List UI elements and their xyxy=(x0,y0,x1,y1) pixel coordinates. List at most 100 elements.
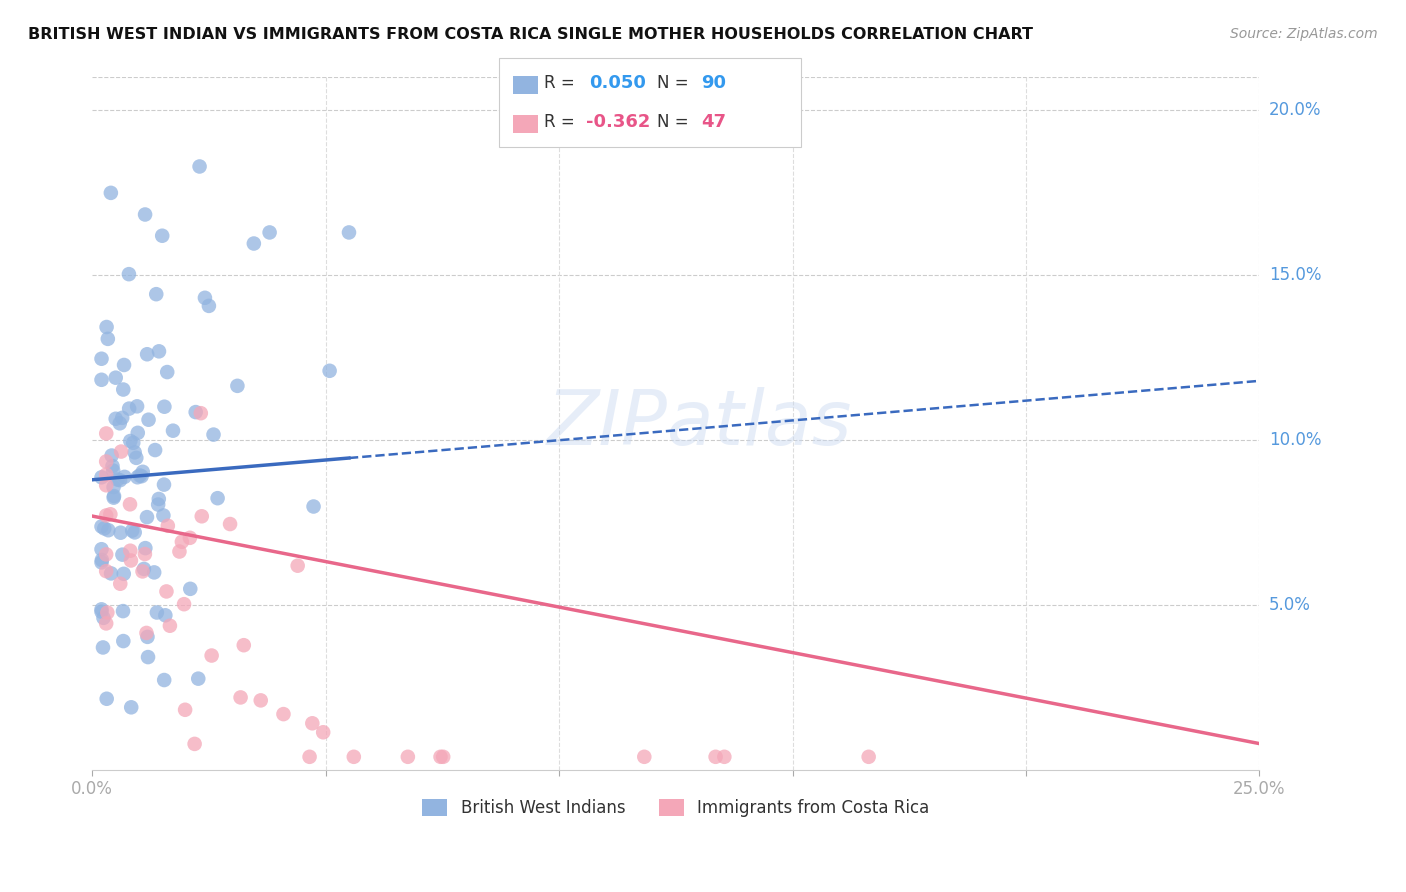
Text: 47: 47 xyxy=(702,113,727,131)
Point xyxy=(318,364,340,378)
Point xyxy=(110,576,132,591)
Point xyxy=(90,470,112,484)
Point xyxy=(103,480,125,494)
Point xyxy=(96,691,118,706)
Point xyxy=(134,547,156,561)
Point xyxy=(124,525,146,540)
Point xyxy=(104,370,127,384)
Point xyxy=(122,435,145,450)
Point xyxy=(136,510,159,524)
Point xyxy=(112,358,135,372)
Point xyxy=(169,544,191,558)
Point xyxy=(188,160,211,174)
Point xyxy=(131,565,153,579)
Point xyxy=(108,473,131,487)
Point xyxy=(93,521,115,535)
Point xyxy=(132,465,155,479)
Point xyxy=(96,467,118,482)
Point xyxy=(337,226,360,240)
Point xyxy=(202,427,225,442)
Text: 5.0%: 5.0% xyxy=(1268,596,1310,614)
Point xyxy=(125,450,148,465)
Point xyxy=(150,228,173,243)
Text: R =: R = xyxy=(544,113,581,131)
Point xyxy=(184,405,207,419)
Point xyxy=(273,707,295,722)
Point xyxy=(101,459,124,474)
Point xyxy=(153,400,176,414)
Point xyxy=(146,606,169,620)
Point xyxy=(93,611,115,625)
Point xyxy=(103,489,125,503)
Point xyxy=(155,584,177,599)
Point xyxy=(153,673,176,687)
Point xyxy=(343,749,366,764)
Point xyxy=(104,411,127,425)
Point xyxy=(111,410,134,425)
Point xyxy=(152,508,174,523)
Point xyxy=(90,351,112,366)
Point xyxy=(90,605,112,619)
Point xyxy=(90,555,112,569)
Point xyxy=(127,470,149,484)
Point xyxy=(704,749,727,764)
Text: N =: N = xyxy=(657,74,693,92)
Point xyxy=(120,543,142,558)
Text: R =: R = xyxy=(544,74,581,92)
Point xyxy=(96,616,118,631)
Text: 0.050: 0.050 xyxy=(589,74,645,92)
Point xyxy=(183,737,205,751)
Point xyxy=(100,566,122,581)
Point xyxy=(132,562,155,576)
Point xyxy=(432,749,454,764)
Point xyxy=(312,725,335,739)
Point xyxy=(111,548,134,562)
Point xyxy=(121,524,143,538)
Point xyxy=(134,207,156,221)
Point xyxy=(148,491,170,506)
Point xyxy=(120,553,142,567)
Point xyxy=(118,497,141,511)
Point xyxy=(118,401,141,416)
Point xyxy=(125,400,148,414)
Point xyxy=(159,619,181,633)
Text: 10.0%: 10.0% xyxy=(1268,431,1322,450)
Point xyxy=(207,491,229,505)
Point xyxy=(128,468,150,483)
Point xyxy=(90,373,112,387)
Point xyxy=(90,602,112,616)
Point xyxy=(179,582,201,596)
Point xyxy=(155,608,177,623)
Point xyxy=(249,693,271,707)
Text: Source: ZipAtlas.com: Source: ZipAtlas.com xyxy=(1230,27,1378,41)
Point xyxy=(243,236,266,251)
Point xyxy=(187,672,209,686)
Point xyxy=(90,519,112,533)
Point xyxy=(96,548,118,562)
Point xyxy=(105,473,128,487)
Point xyxy=(110,444,132,458)
Point xyxy=(229,690,252,705)
Point xyxy=(429,749,451,764)
Point xyxy=(124,445,146,459)
Point xyxy=(287,558,309,573)
Point xyxy=(108,417,131,431)
Point xyxy=(858,749,880,764)
Point xyxy=(136,630,159,644)
Point xyxy=(90,553,112,567)
Point xyxy=(198,299,221,313)
Point xyxy=(170,534,193,549)
Point xyxy=(162,424,184,438)
Text: 90: 90 xyxy=(702,74,727,92)
Point xyxy=(101,464,124,478)
Point xyxy=(127,425,149,440)
Point xyxy=(97,523,120,537)
Point xyxy=(103,491,125,505)
Text: 20.0%: 20.0% xyxy=(1268,102,1322,120)
Point xyxy=(396,749,419,764)
Point xyxy=(118,267,141,281)
Point xyxy=(145,287,167,301)
Point xyxy=(219,516,242,531)
Point xyxy=(96,564,118,578)
Point xyxy=(112,566,135,581)
